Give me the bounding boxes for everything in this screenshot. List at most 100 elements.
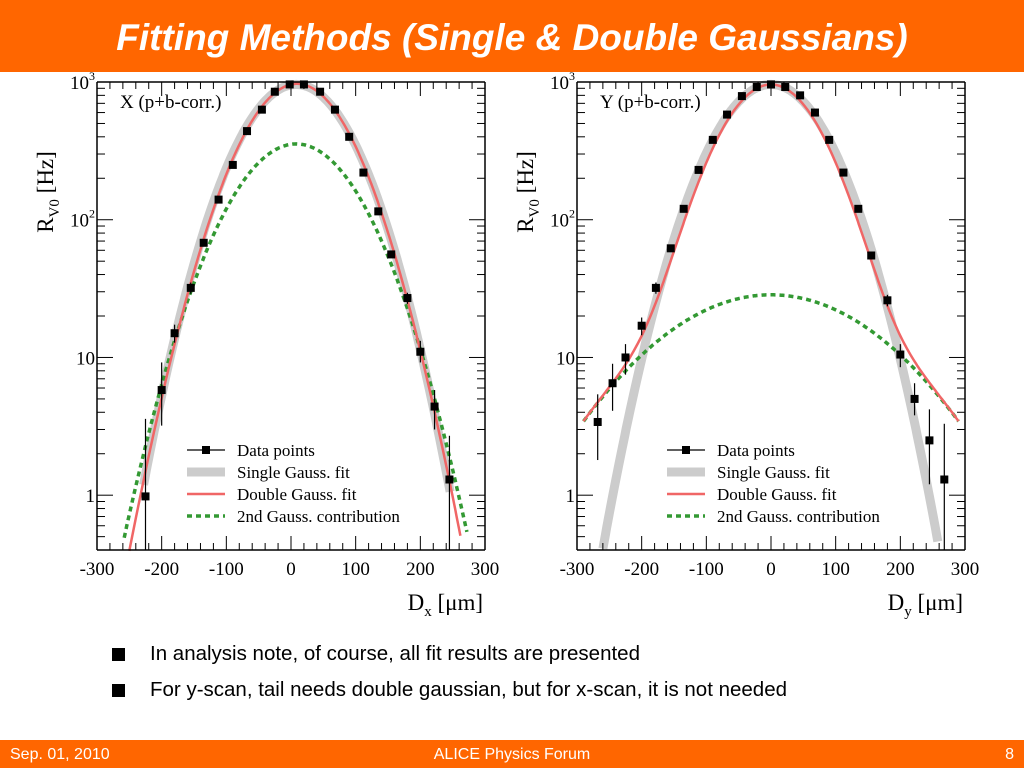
data-point bbox=[796, 91, 805, 100]
data-point bbox=[839, 168, 848, 177]
data-point bbox=[430, 402, 439, 411]
chart-y-scan: -300 -200 -100 0 100 200 300 1 10 102 103 RV0 [Hz] D… bbox=[513, 72, 980, 620]
legend-label: Double Gauss. fit bbox=[717, 485, 837, 504]
data-point bbox=[141, 492, 150, 501]
data-point bbox=[214, 195, 223, 204]
data-point bbox=[316, 87, 325, 96]
page-number: 8 bbox=[1005, 746, 1014, 763]
data-point bbox=[810, 108, 819, 117]
data-point bbox=[403, 294, 412, 303]
data-point bbox=[867, 251, 876, 260]
data-point bbox=[608, 379, 617, 388]
x-tick-label: 100 bbox=[341, 559, 370, 580]
double-gauss-fit-curve bbox=[128, 82, 462, 552]
legend-label: Single Gauss. fit bbox=[717, 463, 830, 482]
legend-label: Double Gauss. fit bbox=[237, 485, 357, 504]
legend-label: 2nd Gauss. contribution bbox=[237, 507, 400, 526]
data-point bbox=[243, 127, 252, 136]
data-point bbox=[270, 87, 279, 96]
x-tick-label: -100 bbox=[209, 559, 244, 580]
x-axis-title: Dy [μm] bbox=[888, 590, 963, 620]
y-tick-label: 103 bbox=[70, 72, 95, 94]
data-point bbox=[157, 386, 166, 395]
x-tick-label: -100 bbox=[689, 559, 724, 580]
data-point bbox=[637, 321, 646, 330]
data-point bbox=[170, 329, 179, 338]
legend-label: Single Gauss. fit bbox=[237, 463, 350, 482]
x-tick-label: 200 bbox=[406, 559, 435, 580]
data-point bbox=[359, 168, 368, 177]
data-point bbox=[345, 132, 354, 141]
bullet-item: For y-scan, tail needs double gaussian, … bbox=[112, 676, 992, 712]
footer-event: ALICE Physics Forum bbox=[433, 746, 591, 763]
x-tick-label: 100 bbox=[821, 559, 850, 580]
bullet-item: In analysis note, of course, all fit res… bbox=[112, 640, 992, 676]
legend-label: 2nd Gauss. contribution bbox=[717, 507, 880, 526]
data-point bbox=[651, 283, 660, 292]
chart-x-scan: -300 -200 -100 0 100 200 300 1 10 102 103 RV0 [Hz] D… bbox=[33, 72, 500, 620]
data-point bbox=[679, 204, 688, 213]
x-tick-label: -200 bbox=[144, 559, 179, 580]
x-tick-label: -200 bbox=[624, 559, 659, 580]
data-point bbox=[666, 244, 675, 253]
data-point bbox=[708, 135, 717, 144]
legend-label: Data points bbox=[717, 441, 795, 460]
data-point bbox=[752, 82, 761, 91]
y-tick-label: 10 bbox=[76, 348, 95, 369]
data-point bbox=[781, 82, 790, 91]
data-point bbox=[186, 283, 195, 292]
bullet-text: For y-scan, tail needs double gaussian, … bbox=[150, 678, 788, 701]
y-tick-label: 102 bbox=[70, 207, 95, 232]
bullet-square-icon bbox=[112, 684, 125, 697]
data-point bbox=[910, 394, 919, 403]
data-point bbox=[925, 436, 934, 445]
data-point bbox=[940, 475, 949, 484]
data-point bbox=[694, 165, 703, 174]
y-axis-title: RV0 [Hz] bbox=[513, 151, 543, 233]
legend-swatch-marker bbox=[202, 446, 210, 454]
x-axis-title: Dx [μm] bbox=[408, 590, 483, 620]
data-point bbox=[723, 110, 732, 119]
bullet-list: In analysis note, of course, all fit res… bbox=[112, 640, 992, 712]
data-point bbox=[387, 250, 396, 259]
x-tick-label: 300 bbox=[471, 559, 500, 580]
x-tick-label: 300 bbox=[951, 559, 980, 580]
data-point bbox=[228, 160, 237, 169]
y-tick-label: 103 bbox=[550, 72, 575, 94]
y-tick-label: 1 bbox=[566, 486, 576, 507]
data-point bbox=[199, 238, 208, 247]
data-point bbox=[854, 204, 863, 213]
legend-label: Data points bbox=[237, 441, 315, 460]
x-tick-label: 0 bbox=[766, 559, 776, 580]
bullet-text: In analysis note, of course, all fit res… bbox=[150, 642, 640, 665]
x-tick-label: 0 bbox=[286, 559, 296, 580]
x-tick-label: -300 bbox=[80, 559, 115, 580]
x-tick-label: -300 bbox=[560, 559, 595, 580]
data-point bbox=[825, 135, 834, 144]
title-bar bbox=[0, 0, 1024, 72]
y-tick-label: 1 bbox=[86, 486, 96, 507]
second-gauss-contribution-curve bbox=[582, 293, 960, 423]
data-point bbox=[593, 417, 602, 426]
y-tick-label: 10 bbox=[556, 348, 575, 369]
data-point bbox=[257, 105, 266, 114]
legend-swatch-marker bbox=[682, 446, 690, 454]
panel-label: X (p+b-corr.) bbox=[120, 92, 221, 113]
y-axis-title: RV0 [Hz] bbox=[33, 151, 63, 233]
data-point bbox=[285, 80, 294, 89]
data-point bbox=[896, 350, 905, 359]
data-point bbox=[416, 347, 425, 356]
data-point bbox=[621, 353, 630, 362]
footer-bar: Sep. 01, 2010 ALICE Physics Forum 8 bbox=[0, 740, 1024, 768]
bullet-square-icon bbox=[112, 648, 125, 661]
panel-label: Y (p+b-corr.) bbox=[600, 92, 701, 113]
data-point bbox=[445, 475, 454, 484]
y-tick-label: 102 bbox=[550, 207, 575, 232]
data-point bbox=[374, 207, 383, 216]
x-tick-label: 200 bbox=[886, 559, 915, 580]
data-point bbox=[883, 296, 892, 305]
slide-title: Fitting Methods (Single & Double Gaussia… bbox=[116, 17, 908, 58]
data-point bbox=[737, 92, 746, 101]
data-point bbox=[330, 105, 339, 114]
footer-date: Sep. 01, 2010 bbox=[10, 746, 110, 763]
